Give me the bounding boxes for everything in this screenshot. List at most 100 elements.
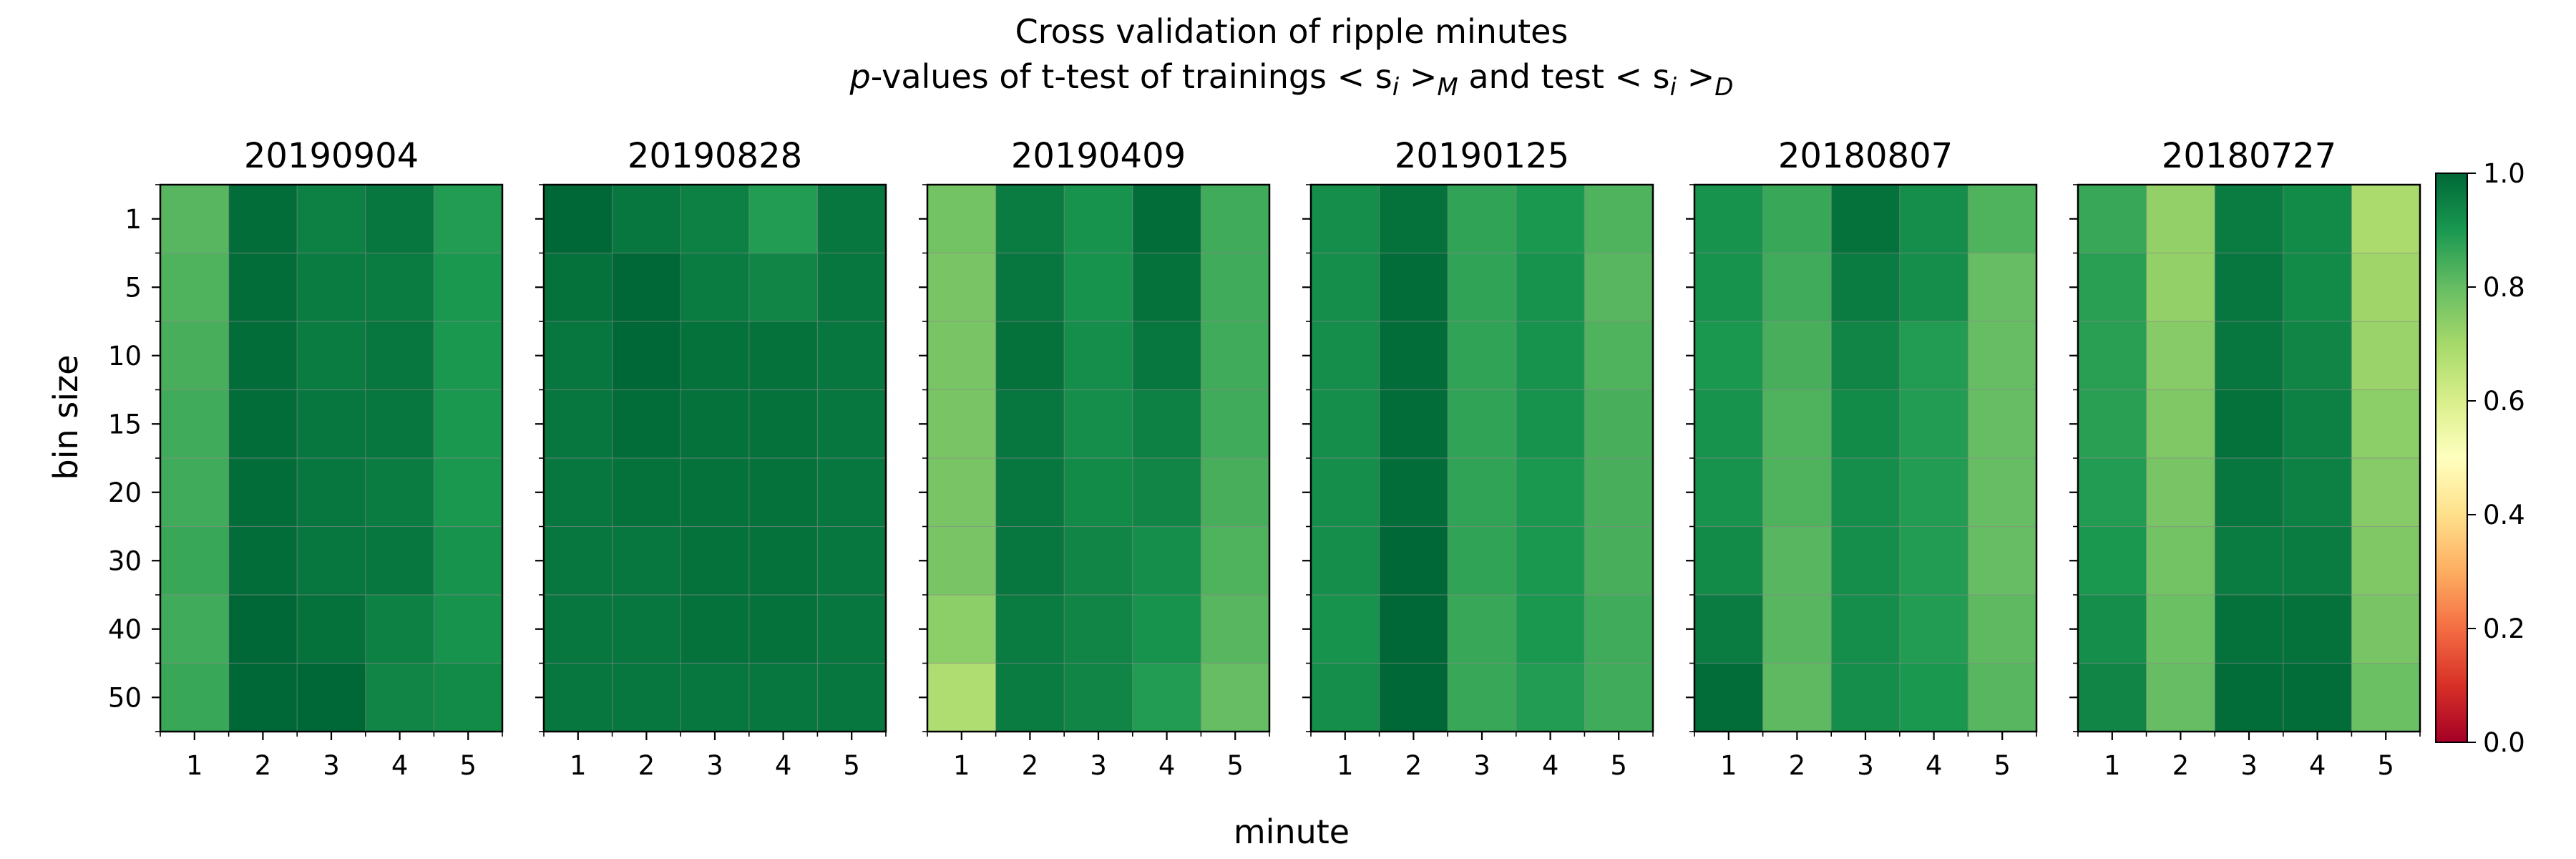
heatmap-cell [995,663,1065,732]
heatmap-cell [680,185,750,254]
heatmap-cell [2351,458,2421,528]
x-tick-label: 4 [1926,750,1943,781]
colorbar-gradient [2435,173,2468,743]
heatmap-cell [748,663,818,732]
heatmap-cell [1311,595,1380,664]
x-tick-label: 1 [953,750,970,781]
heatmap-cell [748,253,818,322]
x-tick-label: 3 [1473,750,1491,781]
colorbar-tick-label: 0.2 [2483,613,2525,644]
test-term-open: < s [1615,57,1670,96]
heatmap-cell [1201,253,1270,322]
heatmap-cell [1899,185,1968,254]
heatmap-cell [2146,321,2215,391]
panel-title: 20180727 [2162,136,2336,176]
heatmap-cell [1201,185,1270,254]
heatmap-cell [160,253,230,322]
heatmap-cell [1201,458,1270,528]
y-tick-label: 40 [108,614,142,645]
panel-title: 20190409 [1011,136,1186,176]
heatmap-cell [160,321,230,391]
heatmap-cell [2351,185,2421,254]
heatmap-cell [297,526,366,596]
heatmap-cell [748,458,818,528]
heatmap-cell [1584,663,1654,732]
heatmap-cell [1762,595,1832,664]
heatmap-cell [2215,595,2284,664]
heatmap-cell [1064,253,1133,322]
heatmap-cell [2146,253,2215,322]
heatmap-cell [2215,185,2284,254]
heatmap-cell [160,595,230,664]
heatmap-cell [1584,389,1654,459]
heatmap-cell [2283,526,2352,596]
heatmap-cell [817,321,887,391]
heatmap-cell [544,253,613,322]
heatmap-cell [1831,185,1901,254]
heatmap-cell [2146,663,2215,732]
heatmap-cell [1064,389,1133,459]
heatmap-cell [1132,185,1201,254]
training-term-sub-i: i [1392,73,1400,102]
heatmap-cell [544,321,613,391]
heatmap-cell [2078,663,2147,732]
heatmap-cell [1379,185,1448,254]
heatmap-cell [612,526,681,596]
heatmap-cell [1064,185,1133,254]
y-tick-label: 30 [108,545,142,576]
heatmap-cell [297,253,366,322]
test-term-sub-i: i [1670,73,1677,102]
heatmap-cell [1448,526,1517,596]
heatmap-cell [1379,595,1448,664]
heatmap-cell [1762,253,1832,322]
training-term-close: > [1399,57,1437,96]
heatmap-cell [680,389,750,459]
x-tick-label: 2 [1789,750,1806,781]
heatmap-cell [748,526,818,596]
test-term-sub: D [1714,73,1733,102]
heatmap-cell [1899,253,1968,322]
heatmap-cell [1762,321,1832,391]
heatmap-cell [1064,321,1133,391]
y-tick-label: 5 [125,272,142,303]
heatmap-cell [1968,458,2037,528]
heatmap-cell [2078,389,2147,459]
heatmap-cell [228,389,298,459]
heatmap-cell [817,526,887,596]
heatmap-cell [1516,253,1585,322]
heatmap-cell [817,185,887,254]
heatmap-cell [1694,389,1764,459]
heatmap-cell [927,458,997,528]
heatmap-cell [1831,389,1901,459]
heatmap-cell [1311,458,1380,528]
heatmap-cell [1201,663,1270,732]
heatmap-cell [927,595,997,664]
heatmap-cell [297,389,366,459]
y-tick-label: 15 [108,409,142,440]
heatmap-cell [1584,595,1654,664]
heatmap-cell [365,389,434,459]
x-tick-label: 5 [843,750,860,781]
heatmap-cell [160,185,230,254]
heatmap-cell [1311,253,1380,322]
heatmap-cell [1201,389,1270,459]
heatmap-cell [434,526,503,596]
heatmap-cell [1694,663,1764,732]
heatmap-cell [297,663,366,732]
heatmap-cell [1132,458,1201,528]
colorbar-tick-label: 0.4 [2483,500,2525,530]
heatmap-cell [365,595,434,664]
heatmap-cell [434,595,503,664]
x-tick-label: 3 [1857,750,1874,781]
heatmap-cell [434,663,503,732]
heatmap-cell [1899,458,1968,528]
heatmap-cell [2283,595,2352,664]
heatmap-cell [927,185,997,254]
heatmap-cell [612,253,681,322]
colorbar-tick-label: 0.8 [2483,272,2525,303]
heatmap-cell [1762,185,1832,254]
x-tick-label: 5 [1994,750,2011,781]
heatmap-cell [1379,321,1448,391]
heatmap-cell [2351,663,2421,732]
heatmap-cell [434,253,503,322]
